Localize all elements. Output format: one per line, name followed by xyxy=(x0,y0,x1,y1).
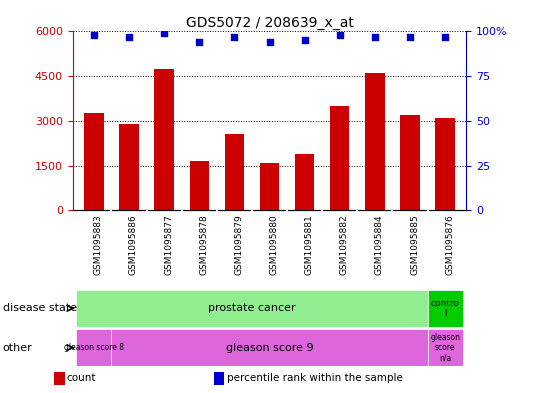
Text: gleason
score
n/a: gleason score n/a xyxy=(430,333,460,362)
Text: GSM1095882: GSM1095882 xyxy=(340,214,349,275)
Text: GSM1095877: GSM1095877 xyxy=(164,214,173,275)
Text: gleason score 9: gleason score 9 xyxy=(226,343,313,353)
Point xyxy=(441,34,450,40)
Text: count: count xyxy=(67,373,96,383)
Text: GSM1095885: GSM1095885 xyxy=(410,214,419,275)
Text: contro
l: contro l xyxy=(431,299,460,318)
Point xyxy=(160,30,168,37)
Text: GSM1095880: GSM1095880 xyxy=(270,214,279,275)
Text: GSM1095879: GSM1095879 xyxy=(234,214,244,275)
Point xyxy=(125,34,133,40)
Point xyxy=(335,32,344,38)
Point xyxy=(265,39,274,45)
Bar xyxy=(112,329,427,366)
Bar xyxy=(330,106,349,210)
Bar xyxy=(365,73,384,210)
Text: GSM1095876: GSM1095876 xyxy=(445,214,454,275)
Title: GDS5072 / 208639_x_at: GDS5072 / 208639_x_at xyxy=(185,17,354,30)
Text: gleason score 8: gleason score 8 xyxy=(64,343,124,352)
Point xyxy=(89,32,98,38)
Point xyxy=(230,34,239,40)
Bar xyxy=(54,372,65,385)
Text: GSM1095878: GSM1095878 xyxy=(199,214,208,275)
Point xyxy=(300,37,309,44)
Text: disease state: disease state xyxy=(3,303,77,313)
Point xyxy=(195,39,204,45)
Bar xyxy=(295,154,314,210)
Point xyxy=(371,34,379,40)
Text: GSM1095886: GSM1095886 xyxy=(129,214,138,275)
Text: GSM1095883: GSM1095883 xyxy=(94,214,103,275)
Bar xyxy=(119,124,139,210)
Bar xyxy=(427,290,462,327)
Text: prostate cancer: prostate cancer xyxy=(208,303,296,313)
Bar xyxy=(155,69,174,210)
Bar xyxy=(84,114,103,210)
Bar xyxy=(77,329,112,366)
Bar xyxy=(260,163,279,210)
Point xyxy=(406,34,414,40)
Text: percentile rank within the sample: percentile rank within the sample xyxy=(226,373,403,383)
Bar xyxy=(225,134,244,210)
Bar xyxy=(77,290,427,327)
Bar xyxy=(190,161,209,210)
Bar xyxy=(400,115,420,210)
Text: GSM1095884: GSM1095884 xyxy=(375,214,384,275)
Bar xyxy=(427,329,462,366)
Text: other: other xyxy=(3,343,32,353)
Bar xyxy=(436,118,455,210)
Text: GSM1095881: GSM1095881 xyxy=(305,214,314,275)
Bar xyxy=(214,372,225,385)
